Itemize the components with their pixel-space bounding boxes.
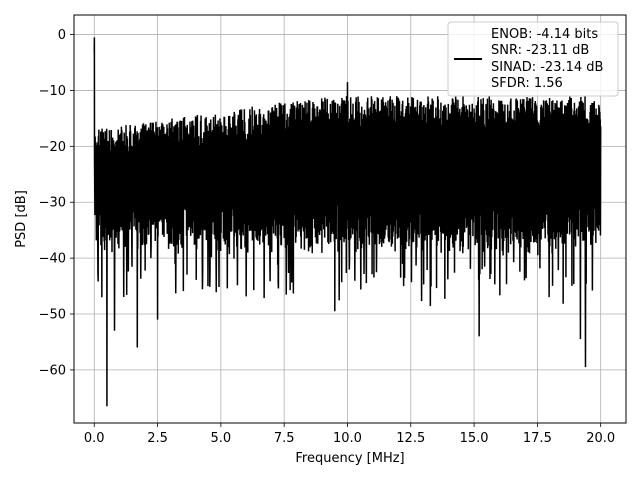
y-axis-ticks: 0 −10 −20 −30 −40 −50 −60 [39, 28, 74, 378]
legend-snr: SNR: -23.11 dB [491, 43, 589, 58]
x-tick-label: 20.0 [586, 431, 615, 446]
y-tick-label: −60 [39, 363, 66, 378]
legend-box [447, 21, 619, 97]
legend-sfdr: SFDR: 1.56 [491, 76, 563, 91]
psd-series-line [93, 37, 602, 407]
y-tick-label: −10 [39, 84, 66, 99]
axes-frame [73, 14, 627, 424]
legend-enob: ENOB: -4.14 bits [491, 27, 598, 42]
legend: ENOB: -4.14 bits SNR: -23.11 dB SINAD: -… [447, 21, 619, 97]
y-tick-label: 0 [58, 28, 66, 43]
y-tick-label: −30 [39, 196, 66, 211]
y-axis-label: PSD [dB] [14, 190, 29, 248]
plot-area [93, 37, 602, 407]
x-tick-label: 10.0 [333, 431, 362, 446]
x-tick-label: 7.5 [274, 431, 295, 446]
x-axis-label: Frequency [MHz] [295, 451, 404, 466]
x-tick-label: 12.5 [396, 431, 425, 446]
x-tick-label: 0.0 [84, 431, 105, 446]
y-tick-label: −20 [39, 140, 66, 155]
x-axis-ticks: 0.0 2.5 5.0 7.5 10.0 12.5 15.0 17.5 20.0 [84, 423, 615, 446]
x-tick-label: 2.5 [147, 431, 168, 446]
x-tick-label: 5.0 [211, 431, 232, 446]
y-tick-label: −40 [39, 252, 66, 267]
x-tick-label: 17.5 [523, 431, 552, 446]
y-tick-label: −50 [39, 308, 66, 323]
x-tick-label: 15.0 [460, 431, 489, 446]
legend-sinad: SINAD: -23.14 dB [491, 60, 603, 75]
